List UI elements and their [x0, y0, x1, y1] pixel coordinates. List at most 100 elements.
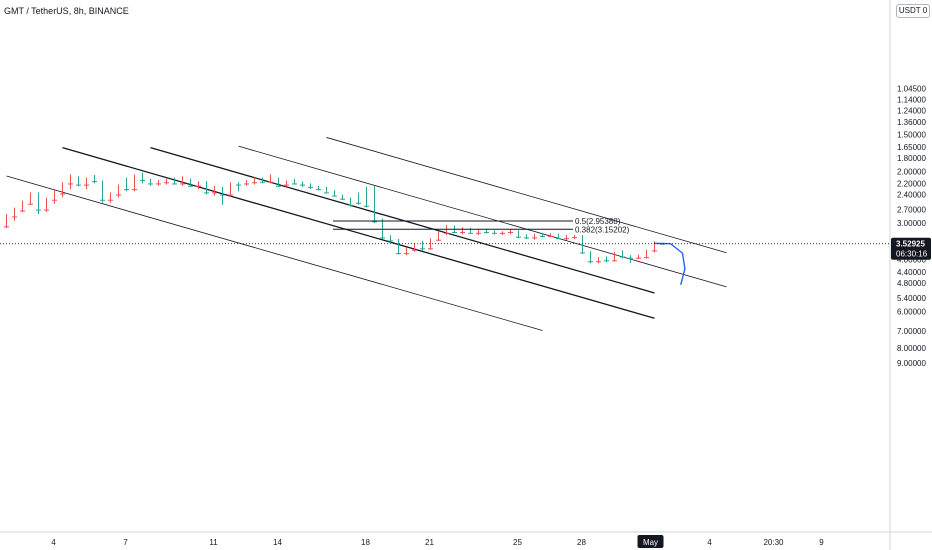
x-tick-label: 25: [513, 538, 522, 547]
channel-line: [326, 137, 727, 254]
candle-body: [252, 182, 257, 184]
candle-body: [28, 203, 33, 205]
candle-body: [420, 248, 425, 250]
candle-body: [196, 185, 201, 187]
channel-line: [6, 175, 543, 331]
candle-body: [140, 179, 145, 181]
candle-body: [468, 232, 473, 234]
candle-body: [332, 195, 337, 197]
y-tick-label: 4.40000: [897, 268, 926, 277]
candle-body: [484, 232, 489, 234]
channel-line: [62, 147, 655, 319]
countdown-label: 06:30:16: [896, 250, 928, 259]
candle-body: [300, 184, 305, 186]
candle-body: [220, 194, 225, 196]
candle-body: [572, 237, 577, 239]
currency-selector[interactable]: USDT 0: [896, 4, 930, 18]
candle-body: [100, 199, 105, 201]
y-tick-label: 1.80000: [897, 154, 926, 163]
candle-body: [532, 237, 537, 239]
candle-body: [228, 194, 233, 196]
fib-label: 0.5(2.95388): [575, 217, 621, 226]
y-tick-label: 1.04500: [897, 85, 926, 94]
x-tick-label: 20:30: [763, 538, 784, 547]
candle-body: [628, 257, 633, 259]
candle-body: [316, 189, 321, 191]
x-tick-label: 4: [707, 538, 712, 547]
candle-body: [564, 238, 569, 240]
y-tick-label: 1.50000: [897, 131, 926, 140]
candle-body: [68, 183, 73, 185]
y-tick-label: 4.80000: [897, 279, 926, 288]
y-tick-label: 5.40000: [897, 294, 926, 303]
y-tick-label: 1.14000: [897, 96, 926, 105]
y-tick-label: 4.00000: [897, 256, 926, 265]
candle-body: [204, 192, 209, 194]
candle-body: [620, 256, 625, 258]
candle-body: [596, 261, 601, 263]
candle-body: [380, 237, 385, 239]
candle-body: [124, 189, 129, 191]
fib-label: 0.382(3.15202): [575, 225, 630, 234]
candle-body: [508, 232, 513, 234]
candle-body: [308, 186, 313, 188]
y-tick-label: 8.00000: [897, 344, 926, 353]
x-tick-label: 4: [51, 538, 56, 547]
candle-body: [284, 184, 289, 186]
y-tick-label: 7.00000: [897, 327, 926, 336]
candle-body: [476, 232, 481, 234]
candle-body: [44, 209, 49, 211]
current-price-label: 3.52925: [896, 240, 925, 249]
x-tick-label: 9: [819, 538, 824, 547]
candle-body: [156, 183, 161, 185]
candle-body: [132, 189, 137, 191]
candle-body: [652, 250, 657, 252]
candle-body: [12, 216, 17, 218]
candle-body: [460, 232, 465, 234]
candle-body: [180, 183, 185, 185]
candle-body: [500, 232, 505, 234]
candle-body: [268, 181, 273, 183]
current-price-label-bg: [891, 237, 931, 260]
y-tick-label: 3.00000: [897, 219, 926, 228]
candle-body: [348, 204, 353, 206]
candle-body: [428, 248, 433, 250]
candle-body: [540, 235, 545, 237]
candle-body: [164, 182, 169, 184]
candle-body: [188, 185, 193, 187]
y-tick-label: 1.65000: [897, 143, 926, 152]
candle-body: [4, 226, 9, 228]
candle-body: [324, 192, 329, 194]
candle-body: [36, 209, 41, 211]
y-tick-label: 2.70000: [897, 206, 926, 215]
candle-body: [116, 194, 121, 196]
candle-body: [84, 184, 89, 186]
x-tick-label: 21: [425, 538, 434, 547]
candle-body: [60, 193, 65, 195]
candle-body: [372, 221, 377, 223]
candle-body: [364, 205, 369, 207]
x-tick-label: 7: [123, 538, 128, 547]
candle-body: [396, 253, 401, 255]
y-tick-label: 2.20000: [897, 179, 926, 188]
x-tick-label: 28: [577, 538, 586, 547]
candle-body: [260, 181, 265, 183]
x-tick-label: 14: [273, 538, 282, 547]
candle-body: [236, 184, 241, 186]
x-cursor-label-bg: [637, 535, 664, 548]
candle-body: [604, 260, 609, 262]
y-tick-label: 6.00000: [897, 307, 926, 316]
candle-body: [636, 257, 641, 259]
candle-body: [444, 232, 449, 234]
y-tick-label: 1.36000: [897, 118, 926, 127]
candle-body: [452, 232, 457, 234]
y-tick-label: 9.00000: [897, 359, 926, 368]
x-tick-label: 18: [361, 538, 370, 547]
y-tick-label: 2.00000: [897, 167, 926, 176]
candle-body: [612, 260, 617, 262]
channel-line: [238, 145, 727, 288]
candle-body: [20, 210, 25, 212]
x-tick-label: May: [643, 538, 658, 547]
candle-body: [76, 184, 81, 186]
